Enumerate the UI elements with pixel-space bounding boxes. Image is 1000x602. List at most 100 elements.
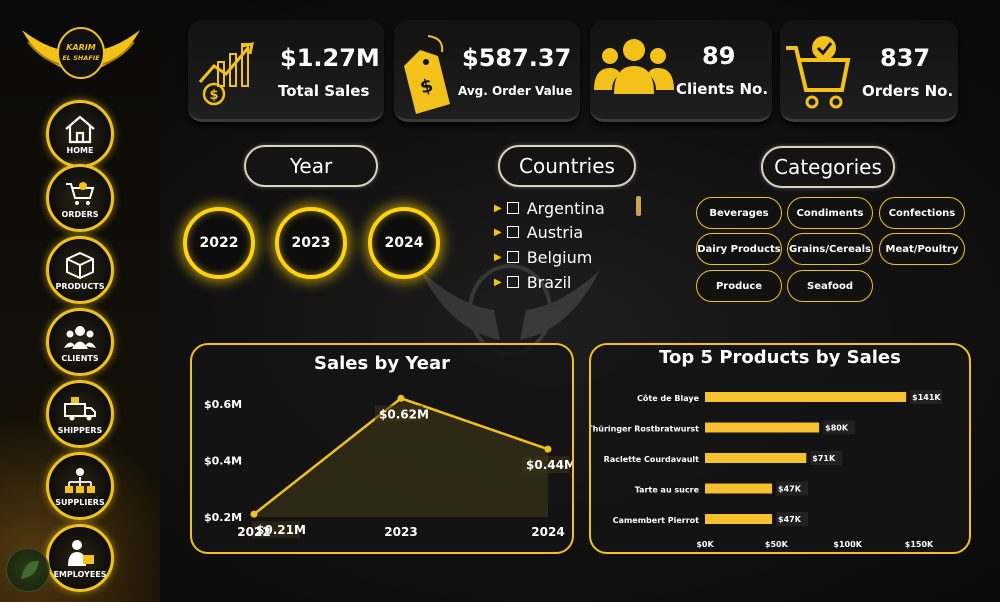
category-dairy-products[interactable]: Dairy Products (696, 233, 782, 265)
bar-value-bg (910, 390, 943, 404)
bar-category-label: Tarte au sucre (635, 486, 700, 495)
x-tick-label: 2023 (384, 525, 417, 539)
supplier-icon (65, 467, 95, 493)
nav-shippers[interactable]: SHIPPERS (46, 380, 114, 448)
orders-cart-icon (786, 36, 851, 109)
year-button-2022[interactable]: 2022 (183, 207, 255, 279)
product-bar[interactable] (705, 392, 907, 402)
country-checkbox[interactable] (506, 226, 519, 238)
category-confections[interactable]: Confections (879, 197, 965, 229)
data-label-bg (252, 521, 300, 539)
orders-value: 837 (880, 44, 931, 72)
year-button-2024[interactable]: 2024 (368, 207, 440, 279)
nav-orders[interactable]: ORDERS (46, 164, 114, 232)
bar-category-label: Côte de Blaye (637, 393, 700, 403)
nav-clients[interactable]: CLIENTS (46, 308, 114, 376)
leaf-icon (21, 560, 39, 579)
bar-value-label: $141K (912, 393, 941, 402)
brand-logo[interactable]: KARIM EL SHAFIE (18, 20, 144, 86)
data-point[interactable] (250, 510, 258, 518)
data-label: $0.62M (379, 407, 429, 421)
nav-home[interactable]: HOME (46, 100, 114, 168)
expand-arrow-icon[interactable]: ▶ (494, 202, 502, 214)
country-item[interactable]: ▶ Austria (494, 222, 583, 242)
category-seafood[interactable]: Seafood (787, 270, 873, 302)
bar-value-bg (823, 420, 856, 435)
category-condiments[interactable]: Condiments (787, 197, 873, 229)
year-button-2023[interactable]: 2023 (275, 207, 347, 279)
corner-badge (6, 548, 50, 592)
product-bar[interactable] (705, 453, 807, 463)
countries-scrollbar[interactable] (636, 196, 641, 216)
bar-value-label: $47K (778, 485, 802, 494)
box-icon (66, 251, 94, 279)
bar-value-label: $71K (812, 454, 836, 463)
sales-area (254, 398, 548, 517)
category-meat-poultry[interactable]: Meat/Poultry (879, 233, 965, 265)
country-label: Belgium (526, 247, 593, 267)
brand-line2: EL SHAFIE (62, 54, 100, 62)
nav-label: CLIENTS (61, 353, 99, 363)
country-checkbox[interactable] (506, 276, 519, 288)
category-grains-cereals[interactable]: Grains/Cereals (787, 233, 873, 265)
truck-icon (64, 396, 96, 420)
kpi-clients: 89 Clients No. (590, 20, 772, 122)
x-tick-label: 2022 (237, 525, 270, 539)
data-point[interactable] (544, 445, 552, 453)
data-point[interactable] (397, 394, 405, 402)
category-beverages[interactable]: Beverages (696, 197, 782, 229)
x-tick-label: $0K (696, 540, 714, 549)
total-sales-label: Total Sales (278, 82, 370, 100)
nav-label: PRODUCTS (55, 281, 105, 291)
nav-label: ORDERS (61, 209, 99, 219)
nav-employees[interactable]: EMPLOYEES (46, 524, 114, 592)
expand-arrow-icon[interactable]: ▶ (494, 251, 502, 263)
orders-label: Orders No. (862, 82, 954, 100)
categories-slicer-header: Categories (761, 146, 895, 188)
country-checkbox[interactable] (506, 251, 519, 263)
watermark-logo (420, 264, 600, 356)
product-bar[interactable] (705, 483, 773, 494)
nav-label: SHIPPERS (57, 425, 103, 435)
top-products-panel: Top 5 Products by Sales Côte de Blaye $14… (589, 343, 971, 554)
x-tick-label: $50K (765, 540, 789, 549)
bar-value-label: $47K (778, 515, 802, 524)
sales-growth-icon: $ (198, 42, 254, 106)
cart-icon (66, 181, 95, 205)
sales-by-year-panel: Sales by Year $0.2M $0.4M $0.6M $0.21M 2022 $… (190, 343, 574, 554)
total-sales-value: $1.27M (280, 44, 380, 72)
country-item[interactable]: ▶ Belgium (494, 247, 592, 267)
top-products-chart[interactable]: Côte de Blaye $141K Thüringer Rostbratwurs… (591, 345, 969, 552)
price-tag-icon: $ (404, 35, 450, 114)
country-label: Brazil (526, 272, 572, 292)
nav-suppliers[interactable]: SUPPLIERS (46, 452, 114, 520)
clients-label: Clients No. (676, 80, 769, 98)
category-produce[interactable]: Produce (696, 270, 782, 302)
country-checkbox[interactable] (506, 202, 519, 214)
x-tick-label: 2024 (531, 525, 564, 539)
sidebar: KARIM EL SHAFIE HOME ORDERS PRODUCTS CLI… (0, 0, 160, 602)
country-item[interactable]: ▶ Argentina (494, 198, 605, 218)
bar-category-label: Thüringer Rostbratwurst (591, 425, 699, 434)
data-label: $0.44M (526, 458, 572, 472)
nav-label: EMPLOYEES (53, 569, 107, 579)
product-bar[interactable] (705, 514, 773, 524)
country-item[interactable]: ▶ Brazil (494, 272, 571, 292)
nav-products[interactable]: PRODUCTS (46, 236, 114, 304)
y-tick-label: $0.6M (204, 398, 242, 411)
bar-value-label: $80K (825, 424, 849, 433)
bar-value-bg (776, 481, 809, 496)
brand-line1: KARIM (66, 43, 96, 52)
clients-icon (594, 39, 674, 94)
expand-arrow-icon[interactable]: ▶ (494, 276, 502, 288)
clients-value: 89 (702, 42, 736, 70)
nav-label: SUPPLIERS (55, 497, 105, 507)
product-bar[interactable] (705, 422, 820, 433)
bar-category-label: Raclette Courdavault (604, 455, 700, 464)
countries-slicer-header: Countries (498, 145, 636, 187)
svg-text:$: $ (209, 88, 218, 103)
expand-arrow-icon[interactable]: ▶ (494, 226, 502, 238)
x-tick-label: $150K (905, 540, 934, 549)
